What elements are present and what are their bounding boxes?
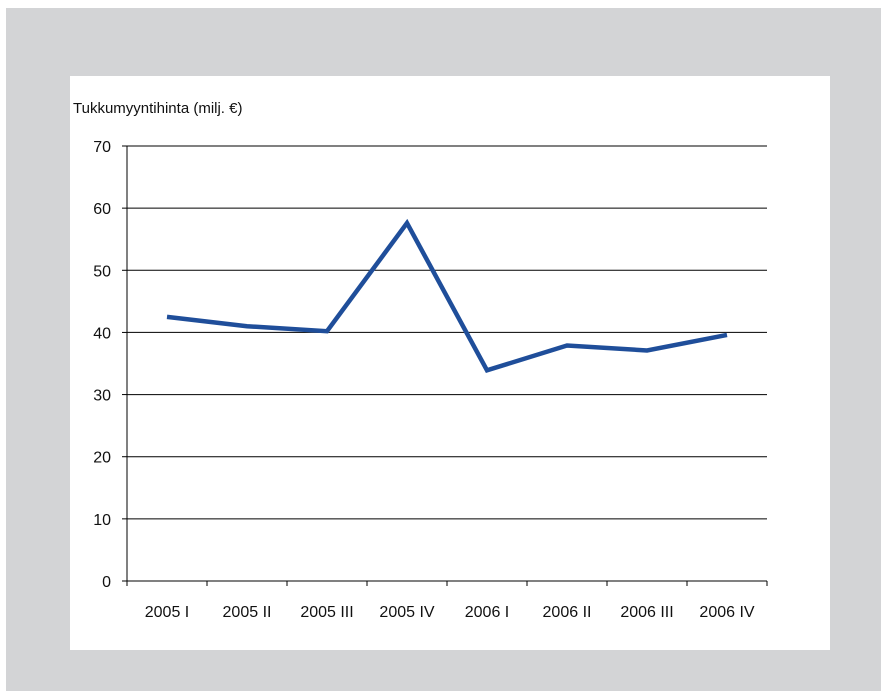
line-chart: Tukkumyyntihinta (milj. €) 0 10 20 30 40 50 60… xyxy=(73,100,768,621)
y-axis-title: Tukkumyyntihinta (milj. €) xyxy=(73,100,242,117)
y-tick-label: 50 xyxy=(93,263,111,280)
chart-panel: Tukkumyyntihinta (milj. €) 0 10 20 30 40 50 60… xyxy=(70,76,830,650)
series-line xyxy=(166,218,728,374)
y-tick-label: 20 xyxy=(93,450,111,467)
y-tick-label: 60 xyxy=(93,201,111,218)
y-axis-ticks: 0 10 20 30 40 50 60 70 xyxy=(93,139,127,591)
x-tick-label: 2006 I xyxy=(465,604,509,621)
x-tick-label: 2005 II xyxy=(223,604,272,621)
x-tick-label: 2005 I xyxy=(145,604,189,621)
y-tick-label: 10 xyxy=(93,512,111,529)
x-tick-label: 2005 III xyxy=(300,604,353,621)
x-tick-label: 2005 IV xyxy=(379,604,434,621)
y-tick-label: 40 xyxy=(93,325,111,342)
x-tick-label: 2006 III xyxy=(620,604,673,621)
gridlines xyxy=(126,145,767,582)
chart-frame: Tukkumyyntihinta (milj. €) 0 10 20 30 40 50 60… xyxy=(6,8,881,691)
y-tick-label: 0 xyxy=(102,574,111,591)
x-axis-ticks: 2005 I 2005 II 2005 III 2005 IV 2006 I 2006 I… xyxy=(126,581,768,621)
y-tick-label: 30 xyxy=(93,388,111,405)
x-tick-label: 2006 II xyxy=(543,604,592,621)
x-tick-label: 2006 IV xyxy=(699,604,754,621)
series-group xyxy=(166,218,728,374)
y-tick-label: 70 xyxy=(93,139,111,156)
